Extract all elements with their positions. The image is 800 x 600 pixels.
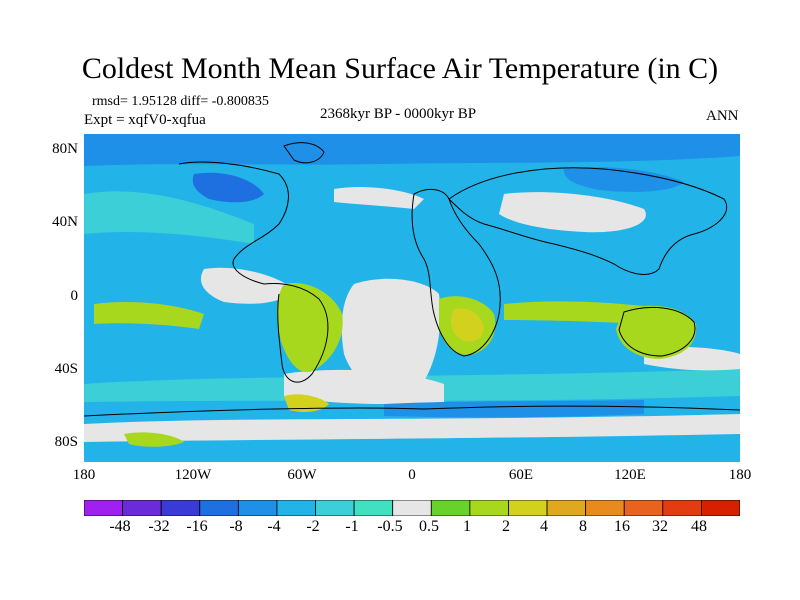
colorbar-swatch (392, 500, 432, 516)
colorbar-label: -1 (345, 518, 359, 535)
colorbar-label: -8 (229, 518, 243, 535)
north-atlantic-neutral (334, 187, 424, 209)
lon-label-0: 0 (408, 467, 416, 483)
stats-text: rmsd= 1.95128 diff= -0.800835 (92, 94, 269, 109)
colorbar-swatch (160, 500, 201, 516)
colorbar-label: 8 (579, 518, 587, 535)
lon-label-180w: 180 (72, 467, 96, 483)
lon-label-60e: 60E (508, 467, 534, 483)
colorbar-label: -48 (109, 518, 131, 535)
arctic-cold (84, 134, 740, 166)
coastlines (84, 142, 740, 417)
lat-label-0: 0 (70, 288, 79, 304)
tropical-atlantic-neutral (341, 278, 441, 396)
colorbar-label: 2 (502, 518, 510, 535)
ross-sea-warm (124, 432, 184, 447)
colorbar-label: -0.5 (377, 518, 403, 535)
south-atlantic-neutral (284, 369, 444, 404)
colorbar-swatch (315, 500, 355, 516)
plot-title: Coldest Month Mean Surface Air Temperatu… (81, 52, 719, 85)
lon-label-60w: 60W (287, 467, 317, 483)
colorbar-swatch (122, 500, 162, 516)
colorbar-label: 48 (691, 518, 707, 535)
pacific-neutral (200, 267, 294, 304)
colorbar-label: -4 (267, 518, 281, 535)
colorbar-swatch (701, 500, 740, 516)
antarctic-peninsula-warm (284, 394, 329, 412)
period-text: 2368kyr BP - 0000kyr BP (320, 106, 477, 122)
colorbar-swatch (508, 500, 548, 516)
colorbar-swatch (353, 500, 394, 516)
colorbar-swatch (84, 500, 123, 516)
colorbar-label: 32 (652, 518, 668, 535)
colorbar-label: -32 (148, 518, 170, 535)
temperature-map (84, 134, 740, 462)
lat-label-80n: 80N (52, 141, 78, 157)
colorbar-swatch (585, 500, 625, 516)
colorbar-swatch (469, 500, 509, 516)
colorbar-swatch (430, 500, 471, 516)
colorbar-swatch (546, 500, 587, 516)
lon-label-120e: 120E (614, 467, 646, 483)
southern-africa-hot (451, 308, 484, 342)
antarctic-neutral (84, 414, 740, 442)
lat-label-40s: 40S (54, 361, 78, 377)
colorbar-swatch (237, 500, 278, 516)
colorbar (84, 500, 740, 516)
colorbar-swatch (662, 500, 702, 516)
lat-label-80s: 80S (54, 434, 78, 450)
colorbar-label: -2 (306, 518, 320, 535)
colorbar-label: 16 (614, 518, 630, 535)
colorbar-swatch (199, 500, 239, 516)
eurasia-neutral (499, 192, 646, 233)
lon-label-180e: 180 (728, 467, 752, 483)
siberia-cold (563, 167, 684, 192)
north-pacific-band (84, 191, 254, 244)
season-text: ANN (706, 108, 739, 124)
colorbar-label: 0.5 (419, 518, 439, 535)
south-indian-warm (504, 301, 644, 324)
south-america-warm (277, 283, 343, 373)
lat-label-40n: 40N (52, 214, 78, 230)
southern-ocean-cold (384, 400, 644, 418)
colorbar-swatch (623, 500, 664, 516)
colorbar-label: 4 (540, 518, 548, 535)
north-america-cold (192, 172, 264, 203)
colorbar-swatch (276, 500, 316, 516)
colorbar-label: -16 (186, 518, 208, 535)
lon-label-120w: 120W (174, 467, 212, 483)
colorbar-label: 1 (463, 518, 471, 535)
south-pacific-warm (94, 302, 204, 329)
experiment-text: Expt = xqfV0-xqfua (84, 112, 206, 128)
